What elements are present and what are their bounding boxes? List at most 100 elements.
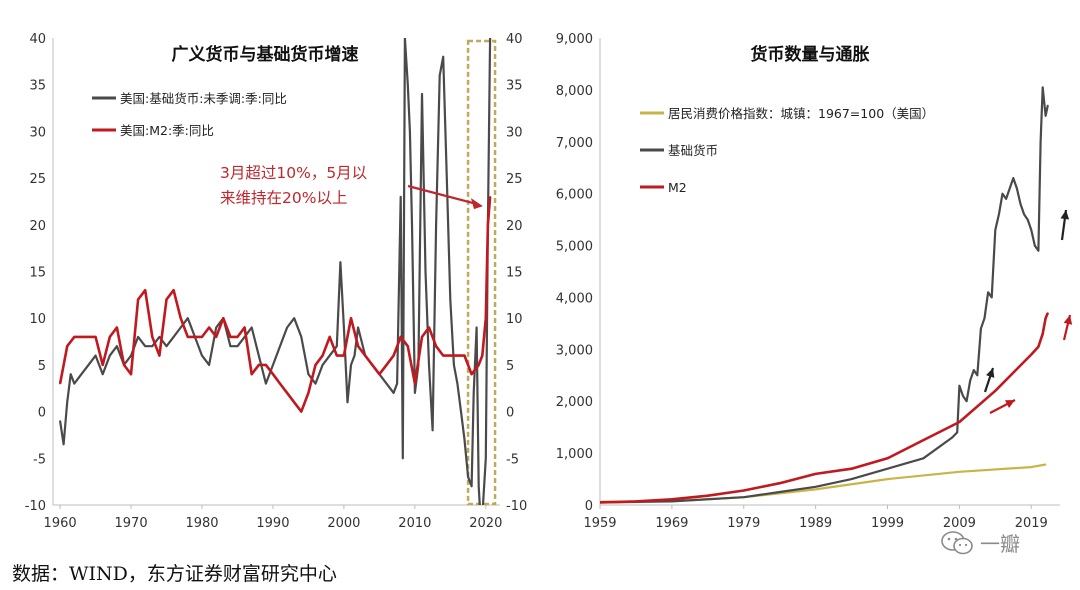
c1-data-point-2 xyxy=(635,500,637,503)
c0-data-point-0 xyxy=(250,326,253,329)
c1-data-point-2 xyxy=(1044,317,1047,320)
c0-data-point-0 xyxy=(396,382,398,385)
c0-data-point-0 xyxy=(172,336,175,338)
c0-data-point-1 xyxy=(257,364,260,366)
c1-data-point-0 xyxy=(814,488,817,491)
c0-data-point-0 xyxy=(414,392,416,394)
c0-data-point-1 xyxy=(414,382,416,385)
c1-y-tick-label: 2,000 xyxy=(556,395,593,410)
c0-chart-title: 广义货币与基础货币增速 xyxy=(172,44,359,65)
c0-data-point-1 xyxy=(59,382,61,385)
c0-data-point-1 xyxy=(357,345,359,348)
c1-data-point-1 xyxy=(976,374,979,377)
c0-data-point-1 xyxy=(371,364,374,366)
c1-data-point-2 xyxy=(958,421,961,423)
c0-data-point-0 xyxy=(314,382,317,385)
c0-x-tick-label: 1970 xyxy=(115,516,148,531)
c0-data-point-1 xyxy=(406,345,409,348)
c1-series-line-0 xyxy=(600,463,1046,503)
c0-data-point-1 xyxy=(272,373,274,376)
c0-data-point-0 xyxy=(336,345,338,348)
c1-y-tick-label: 5,000 xyxy=(556,240,593,255)
c0-data-point-1 xyxy=(442,354,445,357)
c1-data-point-1 xyxy=(983,317,986,320)
c1-data-point-1 xyxy=(778,491,781,493)
c0-data-point-0 xyxy=(137,336,139,338)
c0-data-point-0 xyxy=(392,392,395,394)
c0-data-point-0 xyxy=(399,195,402,198)
c0-data-point-1 xyxy=(151,336,154,338)
c0-data-point-0 xyxy=(435,224,437,226)
c1-legend-label-0: 居民消费价格指数：城镇：1967=100（美国） xyxy=(668,106,934,121)
c1-data-point-1 xyxy=(886,467,889,470)
c0-data-point-0 xyxy=(236,345,239,348)
c0-data-point-0 xyxy=(406,83,409,86)
growth-chart: 40 35 30 25 20 15 10 5 0 -5 -10 40 35 30 25 20 15 10 5 0 -5 -… xyxy=(25,32,527,531)
c0-data-point-1 xyxy=(208,326,210,329)
c0-data-point-1 xyxy=(286,392,288,394)
c1-data-point-2 xyxy=(886,457,889,460)
c1-y-tick-label: 8,000 xyxy=(556,84,593,99)
c0-data-point-0 xyxy=(293,317,296,320)
c0-data-point-1 xyxy=(172,289,175,291)
c0-data-point-1 xyxy=(265,364,267,366)
c0-data-point-0 xyxy=(485,457,487,460)
c1-data-point-1 xyxy=(987,291,989,294)
c0-data-point-1 xyxy=(435,345,437,348)
c0-data-point-0 xyxy=(475,326,478,329)
c0-series-line-0 xyxy=(59,38,492,505)
c0-data-point-1 xyxy=(307,392,310,394)
c0-data-point-1 xyxy=(477,364,480,366)
c0-y-tick-label: -5 xyxy=(33,452,46,467)
c0-y-tick-label-right: 0 xyxy=(506,406,514,421)
c0-y-tick-label-right: 35 xyxy=(506,79,523,94)
c1-data-point-1 xyxy=(850,478,853,480)
c0-data-point-0 xyxy=(179,326,182,329)
c0-data-point-0 xyxy=(339,261,342,263)
c1-data-point-1 xyxy=(1001,192,1004,195)
c0-data-point-1 xyxy=(66,345,68,348)
c0-series-group xyxy=(58,38,492,505)
c1-data-point-1 xyxy=(994,229,997,231)
c0-x-tick-label: 1980 xyxy=(185,516,218,531)
c0-annotation-text: 来维持在20%以上 xyxy=(220,189,347,207)
c0-data-point-1 xyxy=(80,336,83,338)
c0-data-point-1 xyxy=(87,336,90,338)
c0-data-point-1 xyxy=(293,401,296,404)
c0-series-line-1 xyxy=(58,196,492,413)
c0-annotation-arrow xyxy=(407,184,478,206)
c0-data-point-0 xyxy=(94,354,97,357)
c0-y-tick-label-right: 10 xyxy=(506,312,523,327)
c0-data-point-0 xyxy=(307,373,310,376)
c1-data-point-2 xyxy=(922,439,925,441)
c0-data-point-0 xyxy=(279,345,281,348)
c0-data-point-1 xyxy=(137,298,139,301)
c1-data-point-1 xyxy=(990,296,993,299)
c0-data-point-1 xyxy=(73,336,76,338)
c0-data-point-1 xyxy=(222,317,225,320)
c1-data-point-1 xyxy=(1005,198,1007,200)
c1-y-tick-label: 7,000 xyxy=(556,136,593,151)
c0-data-point-0 xyxy=(409,130,411,133)
c0-data-point-0 xyxy=(321,364,324,366)
c0-data-point-1 xyxy=(300,410,303,413)
c0-data-point-0 xyxy=(357,326,359,329)
c0-data-point-1 xyxy=(236,336,239,338)
trend-arrow-m2-2-head xyxy=(1063,315,1073,325)
c1-x-tick-label: 1999 xyxy=(871,516,904,531)
c1-data-point-1 xyxy=(1008,187,1011,190)
c0-data-point-0 xyxy=(472,392,475,394)
c0-data-point-1 xyxy=(364,354,366,357)
c0-y-tick-label-right: 25 xyxy=(506,172,523,187)
c1-data-point-1 xyxy=(1016,187,1018,190)
c1-data-point-1 xyxy=(1012,177,1015,179)
c0-y-tick-label-right: 40 xyxy=(506,32,523,47)
c0-data-point-1 xyxy=(201,336,203,338)
c1-data-point-1 xyxy=(671,500,673,503)
c0-y-tick-label: 30 xyxy=(29,125,46,140)
c1-legend-label-2: M2 xyxy=(668,180,687,195)
c0-data-point-0 xyxy=(80,373,83,376)
c0-data-point-1 xyxy=(158,354,161,357)
c0-data-point-0 xyxy=(346,401,349,404)
c0-x-tick-label: 2000 xyxy=(327,516,360,531)
